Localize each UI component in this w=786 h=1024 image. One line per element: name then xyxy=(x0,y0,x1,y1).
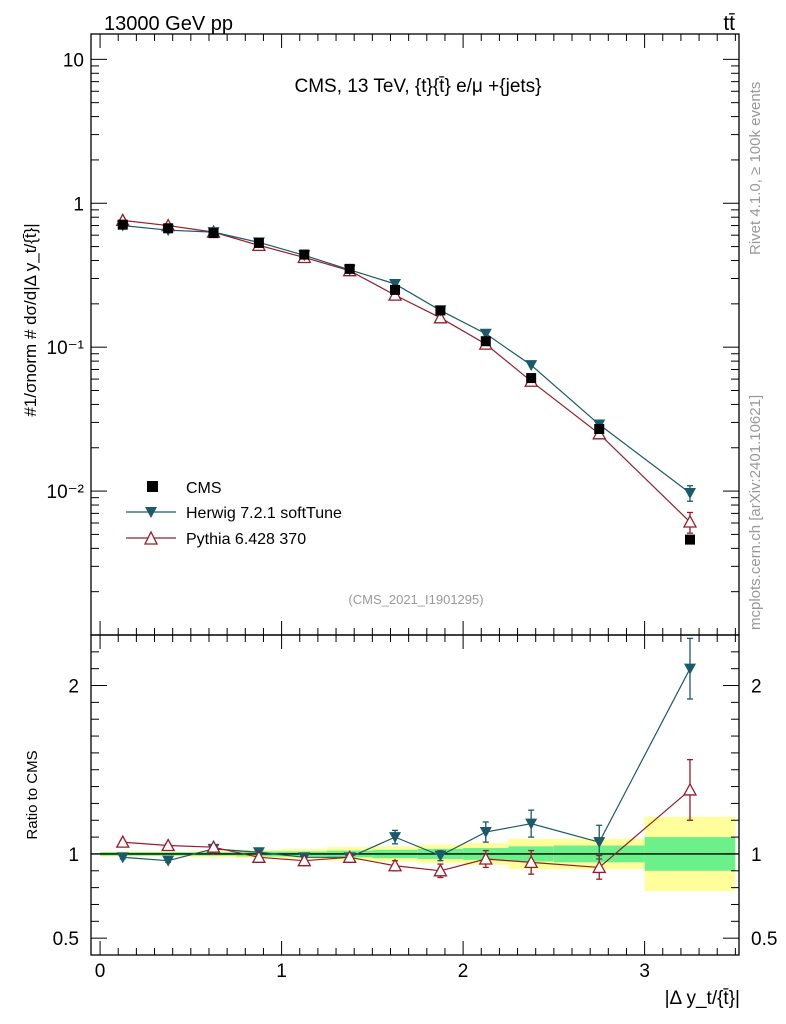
ratio-point xyxy=(478,851,493,865)
main-point xyxy=(253,237,264,248)
main-point xyxy=(682,514,698,528)
ratio-point xyxy=(433,863,448,877)
main-point xyxy=(208,228,219,239)
plot-title: CMS, 13 TeV, {t}{t̄} e/μ +{jets} xyxy=(294,76,541,97)
legend: CMS Herwig 7.2.1 softTune Pythia 6.428 3… xyxy=(126,480,342,548)
y-tick-label-right: 2 xyxy=(751,677,762,698)
legend-cms-marker xyxy=(147,481,158,492)
main-point xyxy=(390,284,401,295)
main-point xyxy=(435,305,446,316)
ratio-point xyxy=(162,855,175,867)
legend-herwig-label: Herwig 7.2.1 softTune xyxy=(186,505,342,522)
ratio-point xyxy=(525,818,538,830)
main-point xyxy=(683,487,696,499)
ratio-point xyxy=(297,853,312,867)
legend-herwig-marker xyxy=(145,507,157,518)
ratio-point xyxy=(593,837,606,849)
main-point xyxy=(684,534,695,545)
main-point xyxy=(299,249,310,260)
ratio-uncertainty-bands xyxy=(91,816,739,891)
ratio-point xyxy=(389,832,402,844)
y-tick-label: 1 xyxy=(73,194,84,215)
main-point xyxy=(389,278,402,290)
ratio-point xyxy=(387,858,403,872)
main-point xyxy=(480,336,491,347)
y-tick-label: 1 xyxy=(68,845,79,866)
main-point xyxy=(594,424,605,435)
x-tick-label: 0 xyxy=(95,961,106,982)
main-plot-panel: 10⁻² 10⁻¹ 1 10 CMS, 13 TeV, {t}{t̄} e/μ +{j… xyxy=(21,33,740,636)
ratio-point xyxy=(524,855,539,869)
rivet-version-label: Rivet 4.1.0, ≥ 100k events xyxy=(747,82,764,255)
main-series-layer xyxy=(115,213,698,545)
ratio-point xyxy=(479,827,492,839)
legend-pythia-marker xyxy=(143,530,159,545)
analysis-id: (CMS_2021_I1901295) xyxy=(348,592,483,607)
main-point xyxy=(117,219,128,230)
y-tick-label-right: 0.5 xyxy=(751,929,777,950)
ratio-frame xyxy=(90,634,740,956)
y-tick-label: 10 xyxy=(63,50,84,71)
main-line-0 xyxy=(122,219,691,523)
main-point xyxy=(526,373,537,384)
main-axis-ticks: 10⁻² 10⁻¹ 1 10 xyxy=(47,34,739,636)
ratio-series-layer xyxy=(115,637,698,880)
ratio-point xyxy=(115,834,130,848)
y-tick-label-right: 1 xyxy=(751,845,762,866)
process-label: tt̄ xyxy=(723,12,735,35)
x-tick-label: 1 xyxy=(276,961,287,982)
y-tick-label: 10⁻¹ xyxy=(47,338,85,359)
y-tick-label: 0.5 xyxy=(53,929,79,950)
ratio-y-axis-label: Ratio to CMS xyxy=(24,750,41,839)
legend-pythia-label: Pythia 6.428 370 xyxy=(186,531,306,548)
y-tick-label: 10⁻² xyxy=(47,482,85,503)
main-point xyxy=(525,360,538,372)
ratio-line-1 xyxy=(122,789,691,872)
ratio-axis-ticks: 0 1 2 3 0.5 0.5 1 1 2 2 xyxy=(53,634,777,982)
mcplots-source-label: mcplots.cern.ch [arXiv:2401.10621] xyxy=(747,395,764,630)
ratio-point xyxy=(592,860,607,874)
energy-label: 13000 GeV pp xyxy=(104,13,233,35)
x-tick-label: 2 xyxy=(458,961,469,982)
ratio-plot-panel: 0 1 2 3 0.5 0.5 1 1 2 2 Ratio to CMS |Δ y_t/{t̄}| xyxy=(24,634,777,1009)
main-point xyxy=(163,223,174,234)
main-line-1 xyxy=(122,224,691,494)
legend-cms-label: CMS xyxy=(186,480,222,497)
x-axis-label: |Δ y_t/{t̄}| xyxy=(665,988,740,1009)
ratio-point xyxy=(116,852,129,864)
ratio-point xyxy=(683,663,696,675)
main-point xyxy=(433,310,448,324)
main-point xyxy=(479,328,492,340)
main-y-axis-label: #1/σnorm # dσ/d|Δ y_t/{t̄}| xyxy=(21,223,40,416)
ratio-point xyxy=(206,839,221,853)
y-tick-label: 2 xyxy=(68,677,79,698)
x-tick-label: 3 xyxy=(639,961,650,982)
ratio-point xyxy=(682,782,698,796)
ratio-point xyxy=(434,850,447,862)
main-point xyxy=(344,263,355,274)
ratio-point xyxy=(342,849,357,863)
ratio-point xyxy=(251,849,266,863)
ratio-point xyxy=(161,838,176,852)
ratio-line-0 xyxy=(122,668,691,862)
